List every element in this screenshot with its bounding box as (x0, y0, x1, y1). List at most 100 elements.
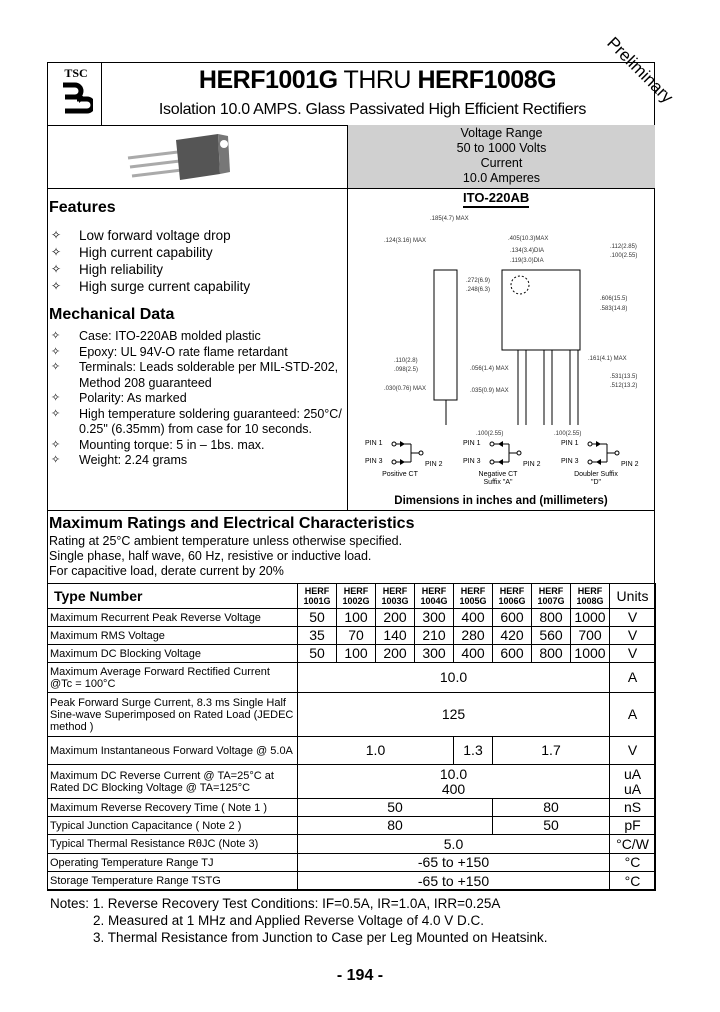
part-number-header: HERF 1001G (297, 583, 337, 609)
diamond-bullet-icon: ✧ (51, 345, 61, 358)
cell-unit: °C (609, 853, 656, 872)
part-number-header: HERF 1004G (414, 583, 454, 609)
list-item-text: Weight: 2.24 grams (79, 453, 188, 467)
dimension-label: .100(2.55) (610, 253, 637, 259)
table-row: Maximum Reverse Recovery Time ( Note 1 )… (47, 798, 656, 817)
table-row: Maximum Recurrent Peak Reverse Voltage 50… (47, 608, 656, 627)
cell-value: 125 (297, 692, 610, 737)
mechanical-heading: Mechanical Data (49, 306, 175, 323)
dimension-label: .134(3.4)DIA (510, 248, 544, 254)
divider (347, 125, 348, 510)
dimension-label: .606(15.5) (600, 296, 627, 302)
dimension-label: .119(3.0)DIA (510, 258, 544, 264)
cell-value: 600 (492, 644, 532, 663)
list-item-text: High surge current capability (79, 279, 251, 294)
table-row: Maximum RMS Voltage 35 70 140 210 280 420 560 70… (47, 626, 656, 645)
cell-value: 35 (297, 626, 337, 645)
mechanical-list: ✧ Case: ITO-220AB molded plastic ✧ Epoxy: U… (49, 329, 344, 469)
part-number-header: HERF 1007G (531, 583, 571, 609)
pin-label: PIN 2 (621, 461, 639, 468)
diamond-bullet-icon: ✧ (51, 262, 62, 276)
cell-value: 5.0 (297, 834, 610, 854)
row-label: Maximum DC Blocking Voltage (47, 644, 298, 663)
ratings-section: Maximum Ratings and Electrical Character… (49, 515, 415, 578)
dimension-label: .405(10.3)MAX (508, 236, 548, 242)
table-row: Maximum DC Reverse Current @ TA=25°C at … (47, 764, 656, 799)
divider (101, 62, 102, 125)
part-number-header: HERF 1002G (336, 583, 376, 609)
table-row: Typical Thermal Resistance RθJC (Note 3)… (47, 834, 656, 854)
cell-unit: V (609, 608, 656, 627)
table-row: Maximum Average Forward Rectified Curren… (47, 662, 656, 693)
features-heading: Features (49, 199, 116, 216)
cell-value: 10.0 (297, 662, 610, 693)
cell-value: 80 (297, 816, 493, 835)
list-item: ✧ Terminals: Leads solderable per MIL-STD… (49, 360, 344, 391)
cell-unit: V (609, 736, 656, 765)
list-item: ✧ High current capability (49, 244, 344, 261)
cell-value: 10.0 400 (297, 764, 610, 799)
table-row: Maximum DC Blocking Voltage 50 100 200 300 40… (47, 644, 656, 663)
list-item-text: Epoxy: UL 94V-O rate flame retardant (79, 344, 288, 359)
cell-value: 50 (297, 608, 337, 627)
cell-unit: °C/W (609, 834, 656, 854)
cell-value: 400 (453, 644, 493, 663)
part-number-header: HERF 1006G (492, 583, 532, 609)
cell-value: -65 to +150 (297, 853, 610, 872)
divider (47, 510, 655, 511)
row-label: Typical Junction Capacitance ( Note 2 ) (47, 816, 298, 835)
list-item: ✧ Epoxy: UL 94V-O rate flame retardant (49, 345, 344, 361)
cell-value: 560 (531, 626, 571, 645)
diamond-bullet-icon: ✧ (51, 454, 61, 466)
list-item: ✧ High temperature soldering guaranteed: … (49, 407, 344, 438)
cell-value: 300 (414, 608, 454, 627)
cell-value: 1000 (570, 608, 610, 627)
table-row: Operating Temperature Range TJ -65 to +15… (47, 853, 656, 872)
component-photo (127, 134, 230, 180)
dimension-label: .098(2.5) (394, 367, 418, 373)
row-label: Maximum Average Forward Rectified Curren… (47, 662, 298, 693)
cell-unit: A (609, 692, 656, 737)
ratings-heading: Maximum Ratings and Electrical Character… (49, 515, 415, 532)
cell-value: 210 (414, 626, 454, 645)
list-item-text: High reliability (79, 262, 164, 277)
units-header: Units (609, 583, 656, 609)
dimension-label: .100(2.55) (554, 431, 581, 437)
diamond-bullet-icon: ✧ (51, 392, 61, 404)
pin-label: PIN 1 (365, 440, 383, 447)
cell-value: 280 (453, 626, 493, 645)
cell-value: 1.3 (453, 736, 493, 765)
list-item-text: Polarity: As marked (79, 391, 187, 405)
dimension-label: .248(6.3) (466, 287, 490, 293)
cell-unit: V (609, 626, 656, 645)
list-item-text: Case: ITO-220AB molded plastic (79, 329, 261, 343)
dimensions-caption: Dimensions in inches and (millimeters) (394, 495, 608, 507)
diode-symbol-icon (391, 441, 424, 465)
package-name: ITO-220AB (463, 190, 530, 208)
row-label: Maximum RMS Voltage (47, 626, 298, 645)
cell-unit: °C (609, 871, 656, 891)
cell-value: 800 (531, 644, 571, 663)
type-number-header: Type Number (47, 583, 298, 609)
page-number: - 194 - (336, 967, 384, 984)
dimension-label: .161(4.1) MAX (588, 356, 627, 362)
cell-unit: A (609, 662, 656, 693)
row-label: Peak Forward Surge Current, 8.3 ms Singl… (47, 692, 298, 737)
dimension-label: .110(2.8) (394, 358, 418, 364)
cell-unit: pF (609, 816, 656, 835)
voltage-current-box: Voltage Range 50 to 1000 Volts Current 1… (347, 125, 655, 188)
dimension-label: .124(3.16) MAX (384, 238, 426, 244)
pin-label: PIN 2 (425, 461, 443, 468)
features-section: Features ✧ Low forward voltage drop ✧ High … (49, 199, 344, 469)
cell-value: 400 (453, 608, 493, 627)
diamond-bullet-icon: ✧ (51, 361, 61, 373)
row-label: Storage Temperature Range TSTG (47, 871, 298, 891)
dimension-label: .531(13.5) (610, 374, 637, 380)
list-item-text: High current capability (79, 245, 213, 260)
part-number-header: HERF 1005G (453, 583, 493, 609)
dimension-label: .030(0.76) MAX (384, 386, 426, 392)
list-item-text: High temperature soldering guaranteed: 2… (79, 406, 342, 437)
dimension-label: .056(1.4) MAX (470, 366, 509, 372)
cell-value: 700 (570, 626, 610, 645)
cell-value: 800 (531, 608, 571, 627)
